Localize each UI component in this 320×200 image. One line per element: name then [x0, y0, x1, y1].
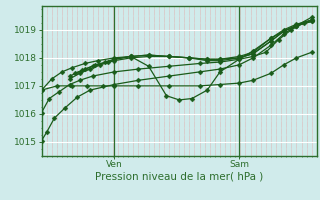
X-axis label: Pression niveau de la mer( hPa ): Pression niveau de la mer( hPa )	[95, 172, 263, 182]
